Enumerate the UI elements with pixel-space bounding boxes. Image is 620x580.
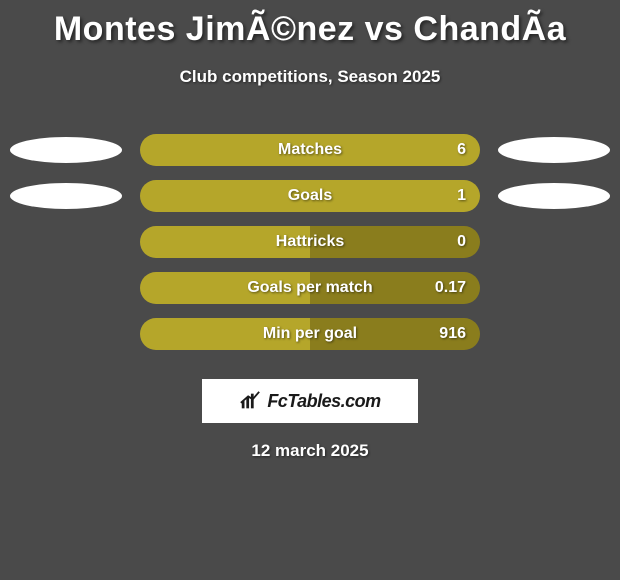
stat-row: Matches 6 (0, 127, 620, 173)
left-ellipse (10, 183, 122, 209)
stat-label: Min per goal (263, 325, 357, 343)
chart-icon (239, 390, 261, 412)
page-subtitle: Club competitions, Season 2025 (0, 67, 620, 87)
right-ellipse (498, 275, 610, 301)
stat-pill-gpm: Goals per match 0.17 (140, 272, 480, 304)
stats-rows: Matches 6 Goals 1 Hattricks 0 Goals per … (0, 127, 620, 357)
left-ellipse (10, 321, 122, 347)
stat-pill-goals: Goals 1 (140, 180, 480, 212)
right-ellipse (498, 137, 610, 163)
stat-value: 0 (457, 233, 466, 251)
left-ellipse (10, 137, 122, 163)
right-ellipse (498, 321, 610, 347)
date-text: 12 march 2025 (0, 441, 620, 461)
stat-label: Matches (278, 141, 342, 159)
stat-pill-mpg: Min per goal 916 (140, 318, 480, 350)
stat-label: Goals per match (247, 279, 372, 297)
stat-row: Hattricks 0 (0, 219, 620, 265)
left-ellipse (10, 229, 122, 255)
left-ellipse (10, 275, 122, 301)
right-ellipse (498, 229, 610, 255)
page-title: Montes JimÃ©nez vs ChandÃ­a (0, 0, 620, 49)
right-ellipse (498, 183, 610, 209)
stat-value: 6 (457, 141, 466, 159)
brand-box: FcTables.com (202, 379, 418, 423)
stat-label: Hattricks (276, 233, 344, 251)
stat-value: 916 (439, 325, 466, 343)
stat-row: Goals 1 (0, 173, 620, 219)
stat-row: Goals per match 0.17 (0, 265, 620, 311)
stat-pill-hattricks: Hattricks 0 (140, 226, 480, 258)
stat-pill-matches: Matches 6 (140, 134, 480, 166)
stat-value: 0.17 (435, 279, 466, 297)
stat-label: Goals (288, 187, 332, 205)
stat-row: Min per goal 916 (0, 311, 620, 357)
brand-text: FcTables.com (267, 391, 380, 412)
stat-value: 1 (457, 187, 466, 205)
